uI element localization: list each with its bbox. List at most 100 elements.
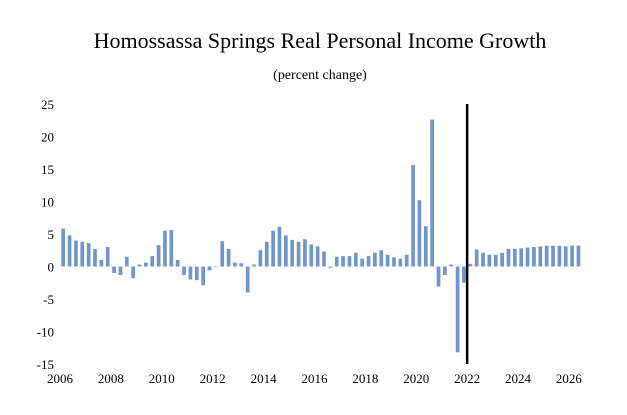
- bar: [334, 256, 339, 267]
- bar: [80, 241, 85, 267]
- bar: [315, 246, 320, 267]
- bar: [481, 252, 485, 267]
- bar: [379, 250, 384, 267]
- bar: [474, 249, 479, 267]
- bar: [131, 266, 135, 279]
- bar: [570, 245, 574, 267]
- bar-series: [61, 119, 581, 353]
- bar: [283, 235, 288, 267]
- bar: [144, 262, 148, 267]
- x-tick-label: 2024: [505, 371, 532, 386]
- bar: [124, 256, 129, 267]
- bar: [455, 266, 460, 353]
- bar: [105, 247, 110, 267]
- bar: [252, 264, 256, 267]
- bar: [563, 246, 568, 267]
- bar: [322, 251, 326, 267]
- x-tick-label: 2014: [251, 371, 278, 386]
- x-tick-label: 2010: [149, 371, 175, 386]
- bar: [290, 239, 295, 267]
- bar: [538, 246, 543, 267]
- bar: [506, 248, 511, 267]
- bar: [194, 266, 199, 281]
- bar: [264, 241, 269, 267]
- bar: [118, 266, 123, 275]
- bar: [328, 266, 333, 268]
- x-tick-label: 2012: [200, 371, 226, 386]
- bar: [150, 256, 155, 267]
- bar: [93, 248, 97, 267]
- bar: [175, 260, 180, 267]
- bar: [188, 266, 193, 280]
- bar: [404, 254, 409, 267]
- bar: [239, 263, 244, 267]
- bar: [557, 245, 562, 267]
- y-tick-label: 10: [41, 195, 54, 210]
- bar: [201, 266, 205, 286]
- bar: [156, 245, 161, 267]
- bar: [544, 245, 549, 267]
- bar: [220, 241, 225, 267]
- bar: [519, 248, 524, 267]
- y-tick-label: 0: [48, 260, 55, 275]
- x-tick-label: 2006: [47, 371, 74, 386]
- bar: [398, 258, 403, 267]
- bar: [513, 248, 517, 267]
- bar: [525, 247, 530, 267]
- x-tick-label: 2018: [352, 371, 378, 386]
- bar: [271, 230, 275, 267]
- bar: [112, 266, 116, 273]
- y-tick-label: -15: [37, 357, 54, 372]
- bar: [487, 254, 492, 267]
- bar: [360, 258, 365, 267]
- bar: [430, 119, 434, 267]
- bar: [86, 243, 91, 267]
- bar: [67, 235, 72, 267]
- y-tick-label: 5: [48, 227, 55, 242]
- bar: [169, 230, 174, 267]
- x-tick-label: 2016: [301, 371, 328, 386]
- bar: [182, 266, 186, 275]
- bar: [500, 252, 504, 267]
- x-tick-label: 2020: [403, 371, 429, 386]
- bar: [423, 226, 428, 267]
- bar: [163, 230, 167, 267]
- bar: [99, 260, 104, 267]
- bar: [436, 266, 441, 287]
- x-tick-label: 2008: [98, 371, 124, 386]
- bar: [462, 266, 466, 283]
- y-tick-label: -10: [37, 325, 54, 340]
- y-tick-label: -5: [43, 292, 54, 307]
- bar: [207, 266, 212, 271]
- bar: [309, 244, 314, 267]
- bar: [385, 254, 390, 267]
- bar: [443, 266, 447, 275]
- bar: [214, 266, 218, 268]
- x-tick-label: 2022: [454, 371, 480, 386]
- bar: [341, 256, 345, 267]
- bar: [468, 263, 473, 267]
- bar: [226, 248, 231, 267]
- bar: [277, 226, 282, 267]
- bar: [353, 252, 358, 267]
- bar: [493, 254, 498, 267]
- bar: [392, 257, 396, 267]
- bar: [532, 247, 536, 267]
- bar: [303, 239, 307, 267]
- bar: [347, 256, 352, 267]
- bar: [551, 245, 555, 267]
- y-tick-label: 25: [41, 97, 54, 112]
- bar: [258, 250, 263, 267]
- x-tick-label: 2026: [556, 371, 583, 386]
- bar: [417, 200, 422, 267]
- chart-subtitle: (percent change): [273, 68, 367, 83]
- bar: [61, 228, 66, 267]
- bar: [137, 264, 142, 267]
- bar: [411, 165, 415, 267]
- bar: [373, 252, 377, 267]
- y-tick-label: 15: [41, 162, 54, 177]
- bar: [233, 262, 237, 267]
- bar: [449, 264, 454, 267]
- bar: [245, 266, 250, 293]
